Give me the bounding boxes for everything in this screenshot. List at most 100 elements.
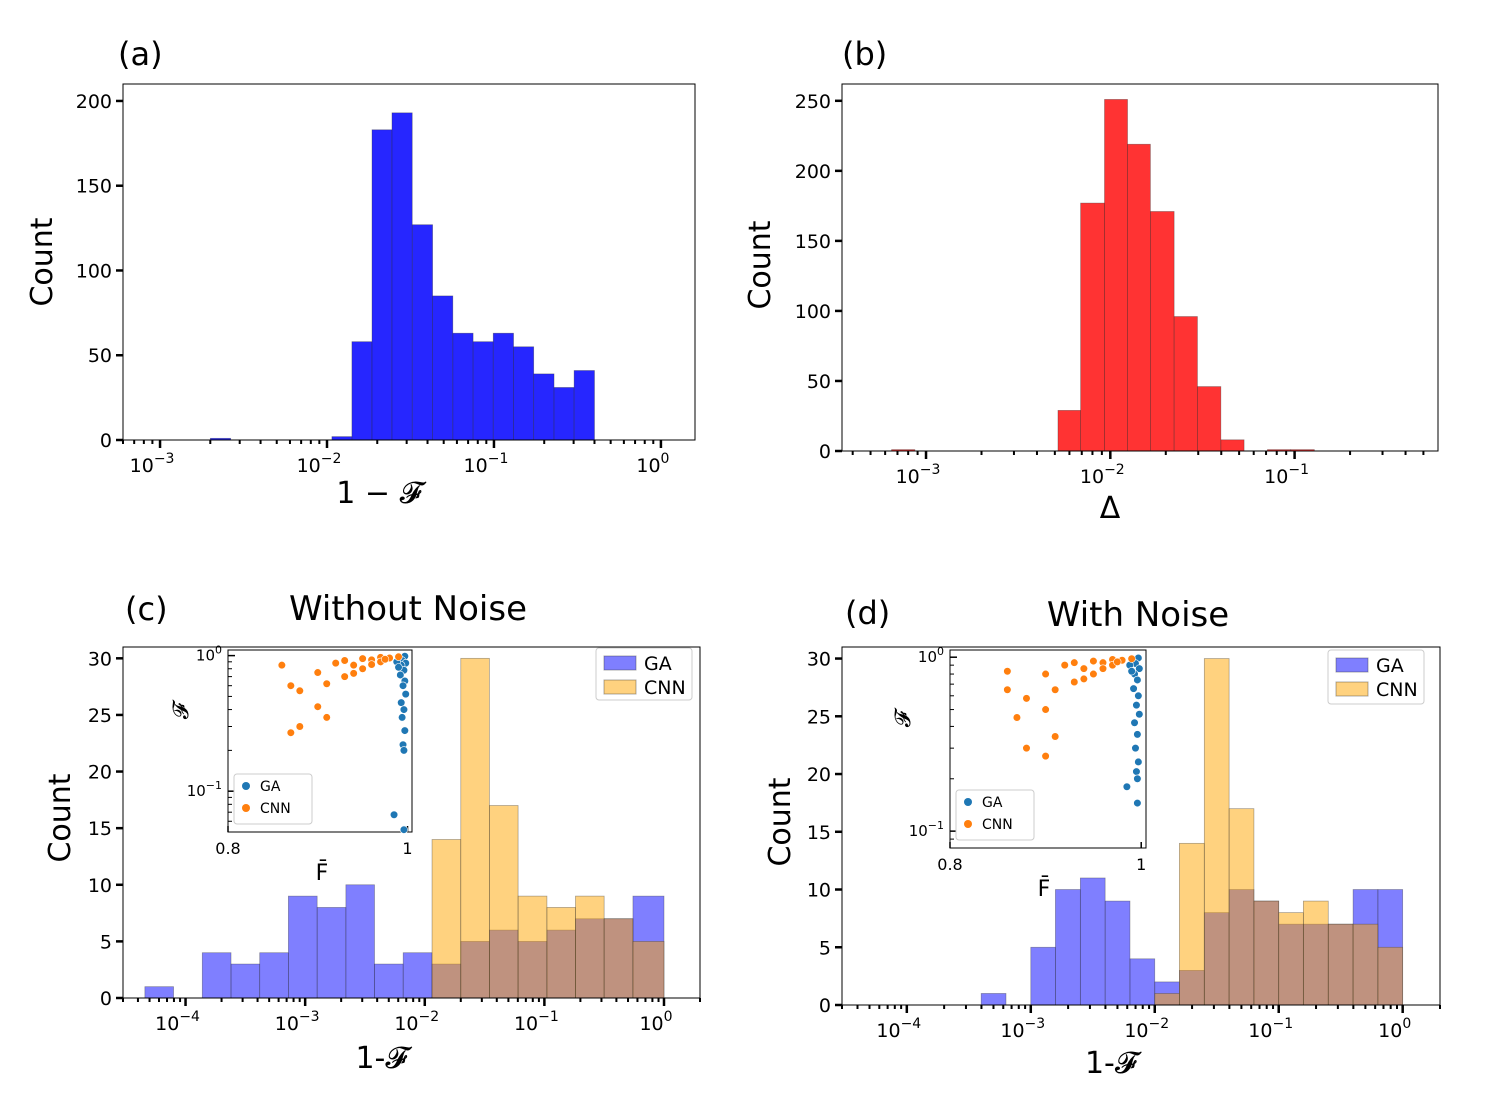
- bar: [513, 346, 535, 441]
- bar: [573, 370, 595, 441]
- y-tick-label: 20: [88, 762, 112, 784]
- x-tick-label: 10−1: [1248, 1016, 1293, 1042]
- x-tick-base: 10: [464, 455, 488, 477]
- y-tick-label: 25: [807, 706, 831, 728]
- x-tick-exponent: −1: [488, 451, 509, 467]
- x-tick-label: 10−3: [896, 462, 941, 488]
- bar: [144, 986, 174, 999]
- x-tick-base: 10: [514, 1013, 538, 1035]
- x-tick-base: 10: [275, 1013, 299, 1035]
- x-tick-base: 10: [1080, 466, 1104, 488]
- inset-y-tick-exponent: 0: [937, 645, 944, 658]
- x-tick-base: 10: [1000, 1020, 1024, 1042]
- inset-y-tick-label: 100: [918, 645, 944, 666]
- y-tick-label: 5: [100, 931, 112, 953]
- inset-y-tick-exponent: −1: [206, 779, 222, 792]
- inset-y-tick-label: 10−1: [187, 779, 222, 800]
- bar: [432, 295, 454, 441]
- x-tick-base: 10: [394, 1013, 418, 1035]
- scatter-point: [1041, 752, 1050, 761]
- scatter-point: [400, 726, 409, 735]
- scatter-point: [1130, 718, 1139, 727]
- scatter-point: [1079, 674, 1088, 684]
- bar: [472, 341, 494, 441]
- x-tick-label: 100: [639, 1009, 672, 1035]
- scatter-point: [399, 746, 409, 755]
- inset-legend-marker: [964, 798, 972, 806]
- bar: [1352, 923, 1379, 1006]
- x-tick-label: 10−1: [514, 1009, 559, 1035]
- inset-y-tick-base: 10: [909, 822, 928, 840]
- bar: [259, 952, 289, 999]
- y-tick-label: 30: [88, 648, 112, 670]
- x-tick-exponent: −2: [1149, 1016, 1170, 1032]
- bar: [533, 373, 555, 441]
- x-tick-exponent: −4: [901, 1016, 922, 1032]
- y-tick-label: 100: [795, 301, 831, 323]
- bar: [391, 112, 413, 441]
- bar: [371, 129, 393, 441]
- scatter-point: [1133, 774, 1142, 783]
- x-tick-label: 10−2: [1080, 462, 1125, 488]
- scatter-point: [1079, 664, 1088, 673]
- scatter-point: [398, 713, 407, 722]
- x-tick-base: 10: [155, 1013, 179, 1035]
- scatter-point: [1041, 705, 1050, 714]
- scatter-point: [380, 655, 390, 664]
- y-tick-label: 5: [819, 937, 831, 959]
- y-tick-label: 10: [807, 880, 831, 902]
- bar: [489, 805, 519, 999]
- inset-legend-box: [233, 773, 313, 825]
- series-cnn: [431, 657, 665, 999]
- scatter-point: [397, 698, 406, 707]
- scatter-point: [1132, 701, 1141, 710]
- bar: [402, 952, 433, 999]
- inset-legend-marker: [242, 782, 250, 790]
- x-tick-exponent: −1: [1272, 1016, 1293, 1032]
- bar: [1203, 658, 1230, 1006]
- y-tick-label: 25: [88, 705, 112, 727]
- scatter-point: [322, 713, 331, 722]
- bar: [492, 332, 514, 441]
- y-tick-label: 150: [76, 176, 112, 198]
- scatter-point: [394, 663, 403, 672]
- legend-label: CNN: [1376, 679, 1418, 701]
- x-tick-exponent: −3: [920, 462, 941, 478]
- inset-legend-label: CNN: [260, 801, 291, 817]
- legend-swatch: [1335, 657, 1369, 673]
- scatter-point: [349, 661, 358, 670]
- y-tick-label: 30: [807, 649, 831, 671]
- scatter-point: [1133, 675, 1142, 685]
- scatter-point: [1122, 782, 1131, 791]
- scatter-point: [1098, 664, 1108, 673]
- inset-y-tick-label: 10−1: [909, 819, 944, 840]
- inset-x-tick-label: 1: [402, 839, 412, 858]
- x-tick-label: 10−2: [1124, 1016, 1169, 1042]
- y-tick-label: 0: [819, 995, 831, 1017]
- series-hist: [891, 99, 1315, 452]
- x-tick-label: 10−4: [155, 1009, 200, 1035]
- bar: [1104, 99, 1128, 452]
- bar: [1080, 202, 1105, 452]
- scatter-point: [277, 661, 286, 670]
- bar: [411, 224, 433, 441]
- x-tick-label: 10−4: [876, 1016, 921, 1042]
- x-tick-base: 10: [639, 1013, 663, 1035]
- inset-series-cnn: [984, 654, 1136, 829]
- x-tick-base: 10: [876, 1020, 900, 1042]
- scatter-point: [1134, 691, 1143, 700]
- scatter-point: [1003, 667, 1012, 676]
- inset-x-label: F̄: [316, 860, 329, 886]
- inset-y-tick-base: 10: [918, 648, 937, 666]
- y-tick-label: 15: [807, 822, 831, 844]
- bar: [546, 907, 576, 999]
- scatter-point: [358, 654, 367, 663]
- panel-label: (c): [125, 590, 168, 628]
- inset-y-label: 𝓕: [891, 707, 916, 727]
- bar: [1055, 889, 1081, 1006]
- bar: [345, 884, 375, 999]
